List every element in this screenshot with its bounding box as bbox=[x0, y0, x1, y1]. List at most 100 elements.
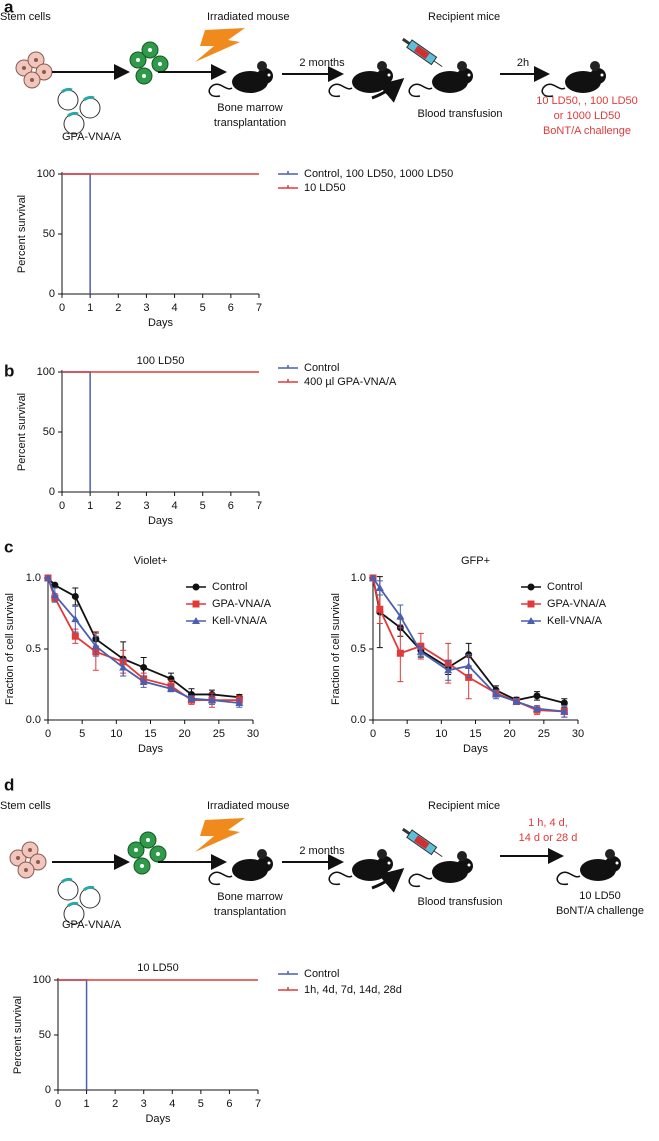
marker bbox=[71, 632, 79, 640]
label: 14 d or 28 d bbox=[519, 832, 578, 844]
gfp-cells bbox=[127, 831, 167, 875]
y-axis-label: Fraction of cell survival bbox=[330, 593, 342, 705]
legend-label: 10 LD50 bbox=[304, 182, 346, 194]
x-tick-label: 0 bbox=[55, 1098, 61, 1110]
marker bbox=[71, 592, 79, 600]
marker bbox=[140, 663, 148, 671]
chart-title: 100 LD50 bbox=[137, 355, 185, 367]
label: 1 h, 4 d, bbox=[528, 817, 568, 829]
x-tick-label: 0 bbox=[45, 728, 51, 740]
mouse bbox=[208, 60, 274, 98]
x-tick-label: 25 bbox=[213, 728, 225, 740]
label: Irradiated mouse bbox=[207, 11, 290, 23]
y-tick-label: 50 bbox=[43, 426, 55, 438]
label: GPA-VNA/A bbox=[62, 919, 122, 931]
chart-title: 10 LD50 bbox=[137, 962, 179, 974]
legend-label: 1h, 4d, 7d, 14d, 28d bbox=[304, 984, 402, 996]
x-tick-label: 1 bbox=[84, 1098, 90, 1110]
marker bbox=[119, 663, 128, 671]
panel-letter: a bbox=[4, 0, 14, 16]
series-line bbox=[47, 577, 240, 704]
y-axis-label: Percent survival bbox=[16, 393, 28, 471]
marker bbox=[527, 583, 535, 591]
legend-label: Control bbox=[304, 362, 339, 374]
syringe bbox=[402, 37, 443, 68]
x-axis-label: Days bbox=[148, 515, 174, 527]
x-tick-label: 5 bbox=[79, 728, 85, 740]
x-axis-label: Days bbox=[463, 743, 489, 755]
marker bbox=[512, 697, 521, 705]
x-tick-label: 4 bbox=[169, 1098, 175, 1110]
x-tick-label: 5 bbox=[198, 1098, 204, 1110]
stem-cells bbox=[9, 841, 47, 879]
legend-label: GPA-VNA/A bbox=[212, 598, 272, 610]
y-tick-label: 0.5 bbox=[26, 643, 41, 655]
x-tick-label: 2 bbox=[115, 302, 121, 314]
marker bbox=[71, 615, 80, 623]
legend-label: 400 µl GPA-VNA/A bbox=[304, 376, 397, 388]
x-tick-label: 3 bbox=[141, 1098, 147, 1110]
x-tick-label: 6 bbox=[228, 302, 234, 314]
marker bbox=[560, 707, 569, 715]
x-axis-label: Days bbox=[148, 317, 174, 329]
series-line bbox=[58, 979, 88, 1090]
label: 10 LD50 bbox=[579, 890, 621, 902]
marker bbox=[375, 583, 384, 591]
label: Blood transfusion bbox=[418, 896, 503, 908]
series-line bbox=[47, 577, 240, 699]
x-tick-label: 25 bbox=[538, 728, 550, 740]
x-tick-label: 6 bbox=[226, 1098, 232, 1110]
marker bbox=[192, 600, 200, 608]
x-tick-label: 1 bbox=[87, 302, 93, 314]
x-tick-label: 0 bbox=[370, 728, 376, 740]
label: Bone marrow bbox=[217, 102, 282, 114]
y-axis-label: Fraction of cell survival bbox=[4, 593, 16, 705]
series-line bbox=[62, 371, 91, 492]
y-tick-label: 0.5 bbox=[351, 643, 366, 655]
marker bbox=[139, 677, 148, 685]
y-tick-label: 0.0 bbox=[351, 714, 366, 726]
plasmids bbox=[56, 877, 102, 926]
label: transplantation bbox=[214, 117, 286, 129]
marker bbox=[192, 583, 200, 591]
label: Irradiated mouse bbox=[207, 800, 290, 812]
marker bbox=[527, 600, 535, 608]
y-tick-label: 100 bbox=[33, 974, 51, 986]
y-tick-label: 100 bbox=[37, 366, 55, 378]
x-tick-label: 3 bbox=[143, 302, 149, 314]
label: 2 months bbox=[299, 57, 345, 69]
marker bbox=[208, 696, 216, 704]
gfp-cells bbox=[129, 41, 169, 85]
y-tick-label: 50 bbox=[39, 1029, 51, 1041]
marker bbox=[91, 642, 100, 650]
marker bbox=[396, 649, 404, 657]
marker bbox=[464, 662, 473, 670]
marker bbox=[192, 617, 200, 624]
panel-letter: b bbox=[4, 361, 14, 380]
diagram-a: Stem cells GPA-VNA/A Irradiated mouse Bo… bbox=[0, 11, 638, 143]
x-tick-label: 0 bbox=[59, 500, 65, 512]
x-tick-label: 30 bbox=[572, 728, 584, 740]
radiation bbox=[195, 818, 245, 852]
marker bbox=[527, 617, 535, 624]
mouse bbox=[541, 60, 607, 98]
marker bbox=[167, 684, 175, 692]
label: 10 LD50, , 100 LD50 bbox=[536, 95, 638, 107]
label: BoNT/A challenge bbox=[556, 905, 644, 917]
y-axis-label: Percent survival bbox=[12, 996, 24, 1074]
y-tick-label: 0 bbox=[49, 288, 55, 300]
x-tick-label: 4 bbox=[172, 302, 178, 314]
legend-label: Control, 100 LD50, 1000 LD50 bbox=[304, 168, 453, 180]
legend-label: Control bbox=[212, 581, 247, 593]
y-tick-label: 1.0 bbox=[351, 572, 366, 584]
mouse bbox=[208, 848, 274, 886]
marker bbox=[51, 581, 59, 589]
arrow bbox=[371, 868, 405, 893]
x-tick-label: 10 bbox=[110, 728, 122, 740]
x-tick-label: 15 bbox=[144, 728, 156, 740]
syringe bbox=[402, 827, 443, 858]
legend-label: GPA-VNA/A bbox=[547, 598, 607, 610]
label: Stem cells bbox=[0, 800, 51, 812]
y-tick-label: 0 bbox=[45, 1084, 51, 1096]
